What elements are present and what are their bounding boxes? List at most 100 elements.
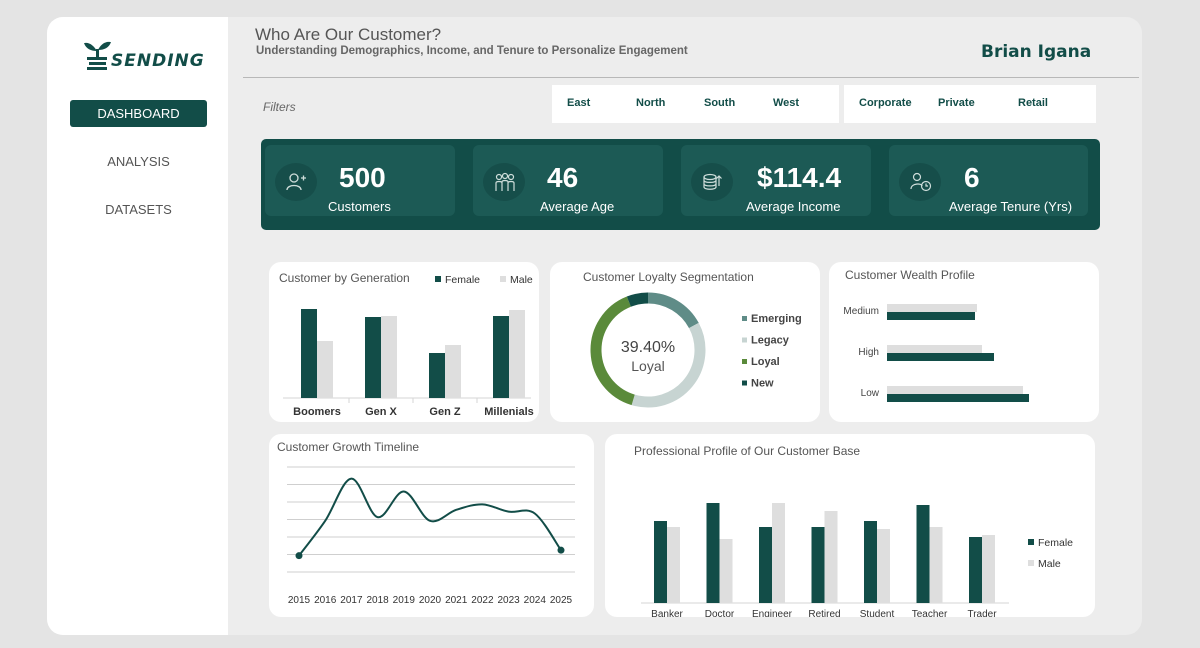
nav-dashboard[interactable]: DASHBOARD	[70, 100, 207, 127]
bar-male	[317, 341, 333, 398]
donut-center-value: 39.40%	[621, 339, 675, 356]
sidebar: SENDING DASHBOARD ANALYSIS DATASETS	[47, 17, 228, 635]
author-name: Brian Igana	[981, 42, 1092, 62]
x-tick-label: 2022	[471, 595, 494, 606]
legend-male-swatch	[500, 276, 506, 282]
x-tick-label: Engineer	[752, 609, 793, 617]
legend-male-swatch	[1028, 560, 1034, 566]
brand-name: SENDING	[111, 51, 205, 71]
donut-slice-loyal	[590, 296, 635, 406]
x-tick-label: 2016	[314, 595, 337, 606]
filter-retail[interactable]: Retail	[1018, 97, 1048, 109]
bar-male	[982, 535, 995, 603]
legend-emerging-label: Emerging	[751, 313, 802, 325]
bar-male	[824, 511, 838, 603]
bar-female	[811, 527, 825, 603]
filter-corporate[interactable]: Corporate	[859, 97, 912, 109]
chart-title: Customer Loyalty Segmentation	[583, 270, 754, 284]
filter-north[interactable]: North	[636, 97, 666, 109]
bar-male	[887, 345, 982, 353]
x-tick-label: 2015	[288, 595, 311, 606]
kpi-value: 6	[964, 162, 980, 193]
profession-bar-chart: Banker Doctor Engineer Retired Student Teache…	[641, 503, 1073, 617]
bar-female	[864, 521, 877, 603]
legend-female-swatch	[435, 276, 441, 282]
x-tick-label: 2024	[524, 595, 547, 606]
user-add-icon	[275, 163, 317, 201]
x-tick-label: 2020	[419, 595, 442, 606]
legend-legacy-label: Legacy	[751, 335, 790, 347]
x-tick-label: 2025	[550, 595, 573, 606]
loyalty-chart-card: Customer Loyalty Segmentation 39.40% Loya…	[550, 262, 820, 422]
bar-female	[887, 394, 1029, 402]
nav-datasets[interactable]: DATASETS	[105, 202, 172, 217]
bar-female	[969, 537, 982, 603]
x-tick-label: 2019	[393, 595, 416, 606]
dashboard-frame: SENDING DASHBOARD ANALYSIS DATASETS Who …	[47, 17, 1142, 635]
x-tick-label: Teacher	[912, 609, 948, 617]
kpi-average-income: $114.4 Average Income	[681, 145, 871, 216]
bar-male	[509, 310, 525, 398]
bar-female	[887, 353, 994, 361]
legend-male-label: Male	[510, 274, 533, 286]
bar-male	[667, 527, 680, 603]
bar-male	[381, 316, 397, 398]
x-tick-label: Trader	[967, 609, 997, 617]
region-slicer: East North South West	[552, 85, 839, 123]
donut-slice-emerging	[647, 292, 699, 329]
bar-female	[759, 527, 772, 603]
sprout-icon	[84, 41, 111, 70]
legend-new-swatch	[742, 380, 747, 386]
chart-title: Customer by Generation	[279, 271, 410, 285]
filter-private[interactable]: Private	[938, 97, 975, 109]
bar-male	[445, 345, 461, 398]
kpi-band: 500 Customers 46 Average Age $114.4 Aver…	[261, 139, 1100, 230]
x-tick-label: Student	[860, 609, 895, 617]
page-title: Who Are Our Customer?	[255, 25, 442, 44]
page-subtitle: Understanding Demographics, Income, and …	[256, 45, 688, 57]
legend-loyal-label: Loyal	[751, 356, 780, 368]
legend-female-label: Female	[1038, 537, 1073, 549]
bar-male	[719, 539, 733, 603]
filter-west[interactable]: West	[773, 97, 800, 109]
x-tick-label: Gen Z	[429, 406, 460, 418]
x-tick-label: Boomers	[293, 406, 341, 418]
bar-male	[772, 503, 785, 603]
x-tick-label: Doctor	[705, 609, 735, 617]
x-tick-label: 2017	[340, 595, 363, 606]
bar-female	[301, 309, 317, 398]
wealth-bar-chart: Medium High Low	[843, 304, 1029, 402]
bar-female	[493, 316, 509, 398]
segment-slicer: Corporate Private Retail	[844, 85, 1096, 123]
chart-title: Customer Growth Timeline	[277, 440, 420, 454]
bar-female	[887, 312, 975, 320]
filter-east[interactable]: East	[567, 97, 591, 109]
donut-slice-legacy	[631, 322, 706, 408]
bar-male	[877, 529, 890, 603]
nav-analysis[interactable]: ANALYSIS	[107, 154, 170, 169]
donut-slice-new	[626, 292, 649, 307]
filter-south[interactable]: South	[704, 97, 736, 109]
x-tick-label: 2018	[366, 595, 389, 606]
chart-title: Customer Wealth Profile	[845, 268, 975, 282]
legend-female-swatch	[1028, 539, 1034, 545]
profession-chart-card: Professional Profile of Our Customer Bas…	[605, 434, 1095, 617]
x-tick-label: Millenials	[484, 406, 534, 418]
data-point-end	[557, 546, 565, 554]
legend-loyal-swatch	[742, 359, 747, 364]
legend-new-label: New	[751, 378, 774, 390]
header-divider	[243, 77, 1139, 78]
data-point-start	[295, 552, 303, 560]
kpi-label: Average Income	[746, 199, 841, 214]
x-tick-label: Gen X	[365, 406, 397, 418]
bar-male	[887, 386, 1023, 394]
logo: SENDING	[83, 37, 204, 77]
bar-female	[365, 317, 381, 398]
x-tick-label: Retired	[808, 609, 840, 617]
legend-emerging-swatch	[742, 316, 747, 321]
growth-chart-card: Customer Growth Timeline 2015 2016 2017 201…	[269, 434, 594, 617]
bar-female	[654, 521, 667, 603]
kpi-label: Average Age	[540, 199, 615, 214]
kpi-label: Average Tenure (Yrs)	[949, 199, 1073, 214]
growth-line-chart: 2015 2016 2017 2018 2019 2020 2021 2022 2023 2024…	[287, 466, 575, 606]
